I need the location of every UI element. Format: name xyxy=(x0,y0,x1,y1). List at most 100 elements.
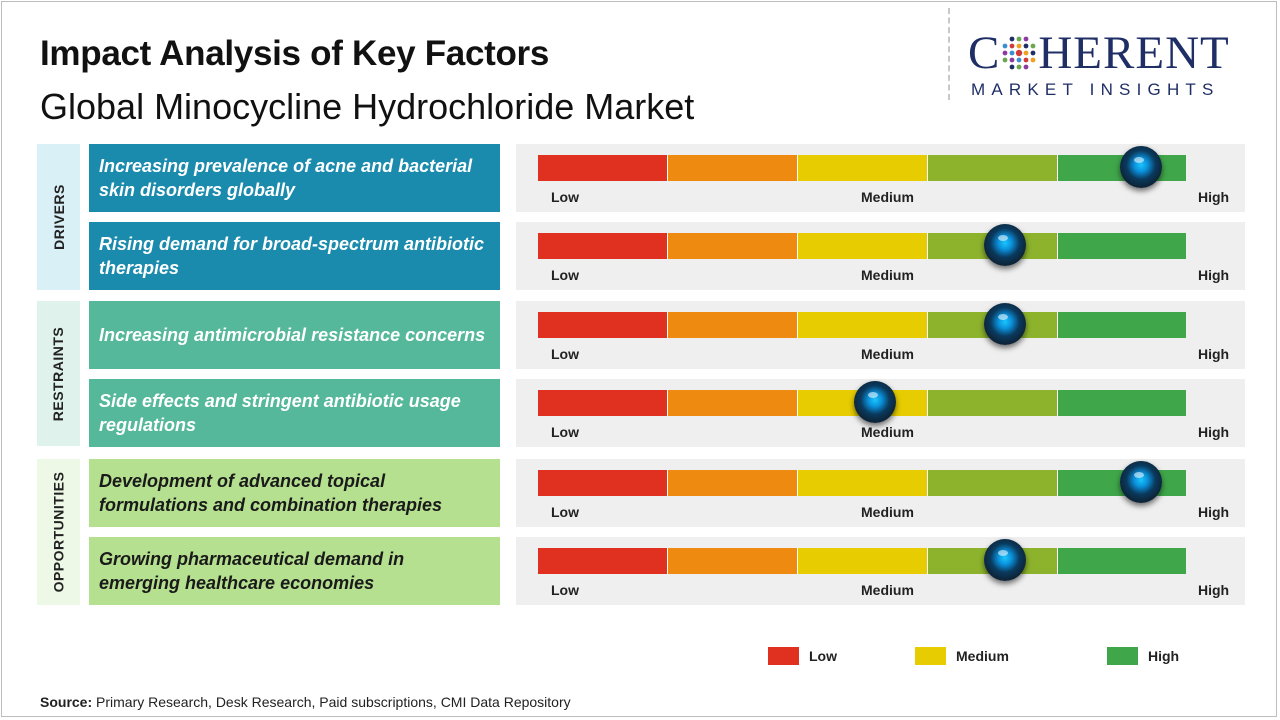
impact-gauge: Low Medium High xyxy=(516,301,1245,369)
gauge-segment xyxy=(798,233,928,259)
category-label-restraints: RESTRAINTS xyxy=(37,301,80,446)
logo-dot xyxy=(1016,43,1022,49)
impact-gauge: Low Medium High xyxy=(516,144,1245,212)
legend-swatch-high xyxy=(1107,647,1138,665)
logo-dot xyxy=(1016,64,1022,70)
logo-letter-c: C xyxy=(968,27,1001,79)
logo-dot xyxy=(1009,57,1015,63)
logo-dot xyxy=(1016,36,1022,42)
gauge-label-high: High xyxy=(1198,267,1230,283)
logo-letters-herent: HERENT xyxy=(1038,27,1230,79)
gauge-bar xyxy=(538,390,1186,416)
factor-box: Growing pharmaceutical demand in emergin… xyxy=(89,537,500,605)
gauge-segment xyxy=(798,312,928,338)
logo-dot xyxy=(1002,43,1008,49)
page-title: Impact Analysis of Key Factors xyxy=(40,34,550,73)
logo-dot xyxy=(1016,57,1022,63)
logo-dot xyxy=(1002,50,1008,56)
gauge-label-low: Low xyxy=(551,346,579,362)
logo-dot xyxy=(1009,43,1015,49)
logo-dot xyxy=(1030,57,1036,63)
legend-label-medium: Medium xyxy=(956,648,1009,664)
legend-label-low: Low xyxy=(809,648,837,664)
logo-dot xyxy=(1009,64,1015,70)
factor-text: Growing pharmaceutical demand in emergin… xyxy=(99,549,405,593)
logo-dot xyxy=(1030,50,1036,56)
gauge-label-high: High xyxy=(1198,346,1230,362)
logo-dot xyxy=(1023,50,1029,56)
gauge-segment xyxy=(798,155,928,181)
gauge-label-medium: Medium xyxy=(861,346,914,362)
gauge-segment xyxy=(538,233,668,259)
gauge-bar xyxy=(538,233,1186,259)
logo-dot xyxy=(1016,49,1023,57)
logo-dots-icon xyxy=(1002,36,1036,70)
legend-item-high: High xyxy=(1107,647,1179,665)
gauge-segment xyxy=(538,548,668,574)
gauge-segment xyxy=(668,155,798,181)
legend-item-medium: Medium xyxy=(915,647,1009,665)
factor-box: Side effects and stringent antibiotic us… xyxy=(89,379,500,447)
gauge-segment xyxy=(928,390,1058,416)
source-label: Source: xyxy=(40,694,93,710)
gauge-label-medium: Medium xyxy=(861,504,914,520)
factor-text: Development of advanced topical formulat… xyxy=(99,471,443,515)
factor-box: Development of advanced topical formulat… xyxy=(89,459,500,527)
logo-dot xyxy=(1023,64,1029,70)
gauge-segment xyxy=(1058,233,1186,259)
gauge-bar xyxy=(538,548,1186,574)
gauge-segment xyxy=(798,470,928,496)
gauge-label-high: High xyxy=(1198,582,1230,598)
gauge-bar xyxy=(538,470,1186,496)
gauge-segment xyxy=(538,470,668,496)
gauge-label-high: High xyxy=(1198,189,1230,205)
gauge-label-medium: Medium xyxy=(861,189,914,205)
source-text: Primary Research, Desk Research, Paid su… xyxy=(92,694,571,710)
logo-dot xyxy=(1009,50,1015,56)
impact-gauge: Low Medium High xyxy=(516,222,1245,290)
gauge-segment xyxy=(1058,312,1186,338)
impact-marker xyxy=(1119,146,1162,188)
logo-dot xyxy=(1023,36,1029,42)
gauge-label-low: Low xyxy=(551,504,579,520)
header-divider xyxy=(948,8,950,100)
gauge-label-low: Low xyxy=(551,267,579,283)
source-note: Source: Primary Research, Desk Research,… xyxy=(40,694,571,710)
gauge-bar xyxy=(538,312,1186,338)
gauge-segment xyxy=(668,470,798,496)
gauge-label-medium: Medium xyxy=(861,582,914,598)
gauge-bar xyxy=(538,155,1186,181)
gauge-label-low: Low xyxy=(551,424,579,440)
category-label-opportunities: OPPORTUNITIES xyxy=(37,459,80,605)
gauge-label-low: Low xyxy=(551,582,579,598)
factor-text: Increasing prevalence of acne and bacter… xyxy=(99,156,473,200)
impact-gauge: Low Medium High xyxy=(516,379,1245,447)
factor-text: Rising demand for broad-spectrum antibio… xyxy=(99,234,485,278)
category-label-drivers: DRIVERS xyxy=(37,144,80,290)
page-subtitle: Global Minocycline Hydrochloride Market xyxy=(40,86,695,127)
category-text: DRIVERS xyxy=(50,184,67,250)
impact-marker xyxy=(983,224,1026,266)
category-text: OPPORTUNITIES xyxy=(50,471,67,593)
gauge-segment xyxy=(1058,390,1186,416)
logo-dot xyxy=(1023,43,1029,49)
gauge-segment xyxy=(928,155,1058,181)
factor-box: Rising demand for broad-spectrum antibio… xyxy=(89,222,500,290)
gauge-segment xyxy=(668,233,798,259)
gauge-label-low: Low xyxy=(551,189,579,205)
gauge-segment xyxy=(538,312,668,338)
logo-dot xyxy=(1030,43,1036,49)
impact-gauge: Low Medium High xyxy=(516,537,1245,605)
gauge-segment xyxy=(798,548,928,574)
logo-dot xyxy=(1002,57,1008,63)
gauge-label-high: High xyxy=(1198,424,1230,440)
logo-dot xyxy=(1023,57,1029,63)
impact-marker xyxy=(983,303,1026,345)
impact-marker xyxy=(1119,461,1162,503)
legend-swatch-medium xyxy=(915,647,946,665)
gauge-segment xyxy=(538,155,668,181)
legend-label-high: High xyxy=(1148,648,1180,664)
gauge-segment xyxy=(1058,548,1186,574)
impact-marker xyxy=(983,539,1026,581)
